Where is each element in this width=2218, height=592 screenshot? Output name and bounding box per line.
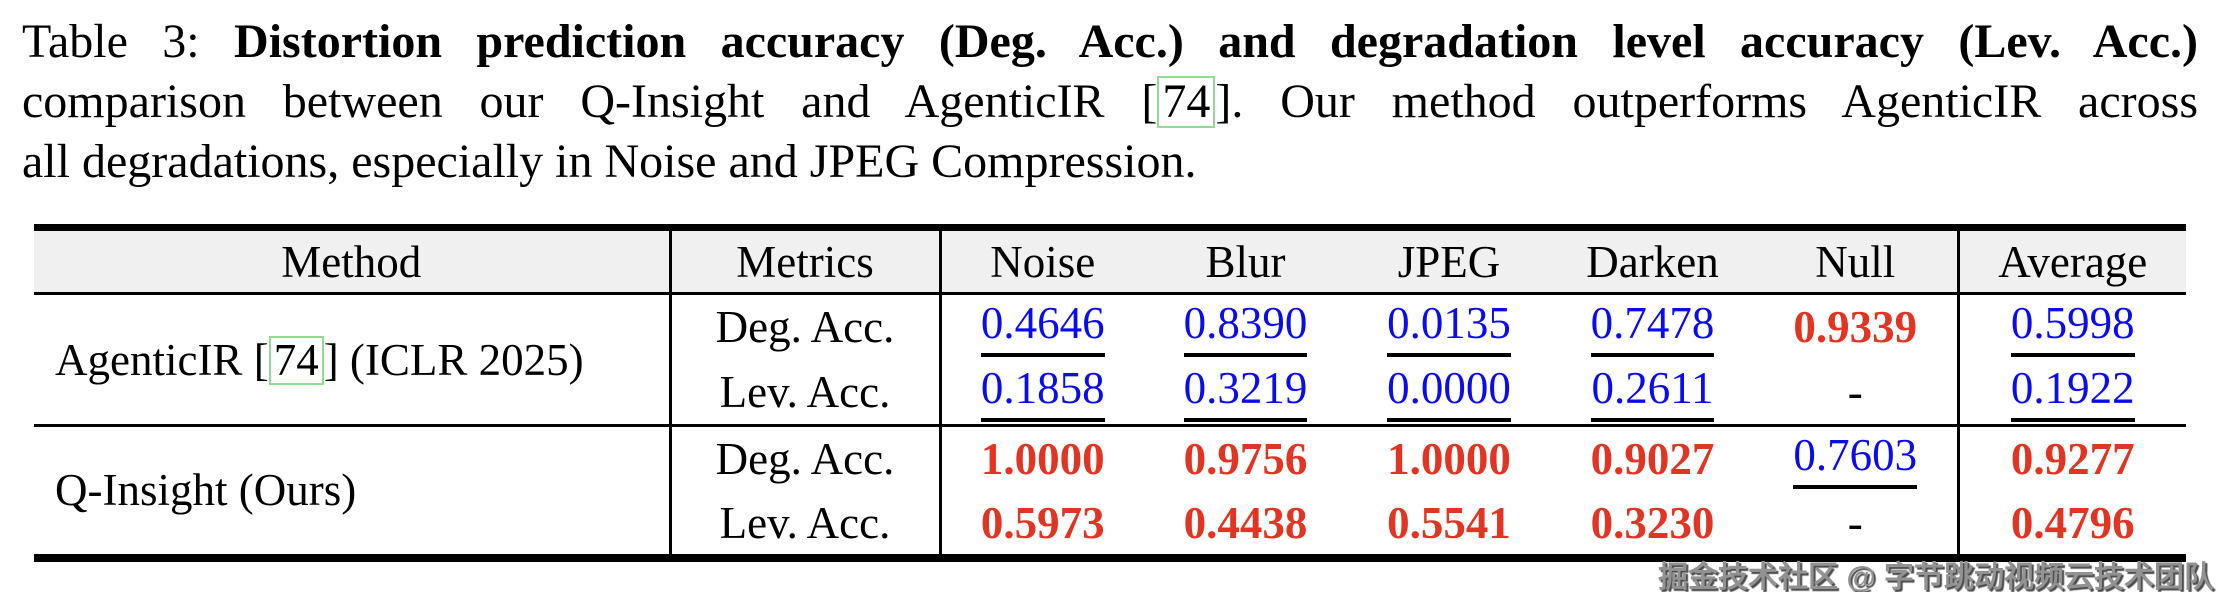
caption-line-3: all degradations, especially in Noise an… [22, 135, 1197, 188]
metric-value: 0.1858 [980, 364, 1105, 422]
metric-value: 0.0000 [1387, 364, 1511, 422]
value-qinsight-deg-blur: 0.9756 [1144, 424, 1347, 492]
table-row-agenticir-deg: AgenticIR [74] (ICLR 2025) Deg. Acc. 0.4… [34, 293, 2186, 426]
metric-value: 0.3230 [1590, 497, 1715, 548]
metric-value: 0.5973 [980, 497, 1105, 548]
metric-value: 0.8390 [1183, 299, 1308, 358]
value-agenticir-lev-blur: 0.3219 [1144, 360, 1347, 426]
value-agenticir-lev-null: - [1754, 360, 1958, 426]
table-row-agenticir-lev: Lev. Acc. 0.1858 0.3219 0.0000 0.2611 - … [34, 359, 2186, 426]
metric-label-lev-acc: Lev. Acc. [670, 359, 942, 426]
metric-label-lev-acc: Lev. Acc. [670, 491, 942, 558]
column-header-darken: Darken [1551, 227, 1754, 295]
value-qinsight-lev-null: - [1754, 492, 1958, 558]
metric-value: 0.4438 [1183, 497, 1308, 548]
table-row-qinsight-lev: Lev. Acc. 0.5973 0.4438 0.5541 0.3230 - … [34, 491, 2186, 558]
method-name-pre: Q-Insight (Ours) [55, 465, 357, 516]
method-name-pre: AgenticIR [ [55, 334, 269, 385]
value-agenticir-deg-average: 0.5998 [1956, 293, 2186, 360]
caption-bold-title: Distortion prediction accuracy (Deg. Acc… [234, 15, 2199, 68]
metric-value: - [1847, 497, 1863, 548]
column-header-average: Average [1956, 227, 2186, 295]
metric-value: 0.3219 [1183, 364, 1308, 422]
value-qinsight-lev-blur: 0.4438 [1144, 492, 1347, 558]
value-qinsight-deg-average: 0.9277 [1956, 424, 2186, 492]
value-agenticir-lev-noise: 0.1858 [940, 360, 1144, 426]
column-header-metrics: Metrics [670, 227, 942, 295]
value-qinsight-deg-jpeg: 1.0000 [1347, 424, 1551, 492]
column-header-method: Method [34, 227, 672, 295]
metric-value: 0.5541 [1387, 497, 1511, 548]
value-agenticir-deg-jpeg: 0.0135 [1347, 294, 1551, 360]
value-qinsight-deg-noise: 1.0000 [940, 424, 1144, 492]
caption-text-pre-citation: comparison between our Q-Insight and Age… [22, 75, 1158, 128]
value-agenticir-deg-darken: 0.7478 [1551, 294, 1754, 360]
value-agenticir-deg-blur: 0.8390 [1144, 294, 1347, 360]
metric-value: 0.9339 [1793, 302, 1918, 353]
metric-value: 0.7603 [1793, 431, 1918, 490]
results-table: Method Metrics Noise Blur JPEG Darken Nu… [34, 224, 2186, 562]
value-agenticir-lev-average: 0.1922 [1956, 359, 2186, 426]
citation-link-74[interactable]: 74 [1157, 76, 1216, 128]
caption-line-2: comparison between our Q-Insight and Age… [22, 72, 2198, 132]
value-qinsight-lev-jpeg: 0.5541 [1347, 492, 1551, 558]
value-agenticir-deg-null: 0.9339 [1754, 294, 1958, 360]
value-qinsight-lev-darken: 0.3230 [1551, 492, 1754, 558]
metric-label-deg-acc: Deg. Acc. [670, 424, 942, 492]
value-qinsight-lev-noise: 0.5973 [940, 492, 1144, 558]
metric-value: 0.9027 [1590, 434, 1715, 485]
value-qinsight-lev-average: 0.4796 [1956, 491, 2186, 558]
citation-link-74-table[interactable]: 74 [268, 335, 324, 385]
column-header-noise: Noise [940, 227, 1144, 295]
metric-value: 0.0135 [1387, 299, 1511, 358]
metric-value: 0.9756 [1183, 434, 1308, 485]
table-caption: Table 3: Distortion prediction accuracy … [22, 12, 2198, 192]
caption-line-1: Table 3: Distortion prediction accuracy … [22, 12, 2198, 72]
metric-label-deg-acc: Deg. Acc. [670, 293, 942, 360]
value-agenticir-deg-noise: 0.4646 [940, 294, 1144, 360]
method-name-post: ] (ICLR 2025) [323, 334, 584, 385]
column-header-null: Null [1754, 227, 1958, 295]
metric-value: 0.7478 [1590, 299, 1715, 358]
method-cell-qinsight: Q-Insight (Ours) [34, 424, 672, 558]
method-cell-agenticir: AgenticIR [74] (ICLR 2025) [34, 293, 672, 426]
metric-value: 0.4646 [980, 299, 1105, 358]
metric-value: 0.4796 [2010, 497, 2135, 548]
value-agenticir-lev-jpeg: 0.0000 [1347, 360, 1551, 426]
metric-value: 0.9277 [2010, 434, 2135, 485]
value-qinsight-deg-darken: 0.9027 [1551, 424, 1754, 492]
caption-table-number: Table 3: [22, 15, 235, 68]
metric-value: - [1847, 366, 1863, 417]
metric-value: 0.1922 [2010, 364, 2135, 422]
column-header-jpeg: JPEG [1347, 227, 1551, 295]
column-header-blur: Blur [1144, 227, 1347, 295]
metric-value: 1.0000 [980, 434, 1105, 485]
metric-value: 0.2611 [1591, 364, 1714, 422]
metric-value: 1.0000 [1387, 434, 1511, 485]
header-row: Method Metrics Noise Blur JPEG Darken Nu… [34, 227, 2186, 295]
metric-value: 0.5998 [2010, 299, 2135, 358]
caption-text-post-citation: ]. Our method outperforms AgenticIR acro… [1215, 75, 2198, 128]
value-agenticir-lev-darken: 0.2611 [1551, 360, 1754, 426]
value-qinsight-deg-null: 0.7603 [1754, 424, 1958, 492]
table-row-qinsight-deg: Q-Insight (Ours) Deg. Acc. 1.0000 0.9756… [34, 424, 2186, 558]
